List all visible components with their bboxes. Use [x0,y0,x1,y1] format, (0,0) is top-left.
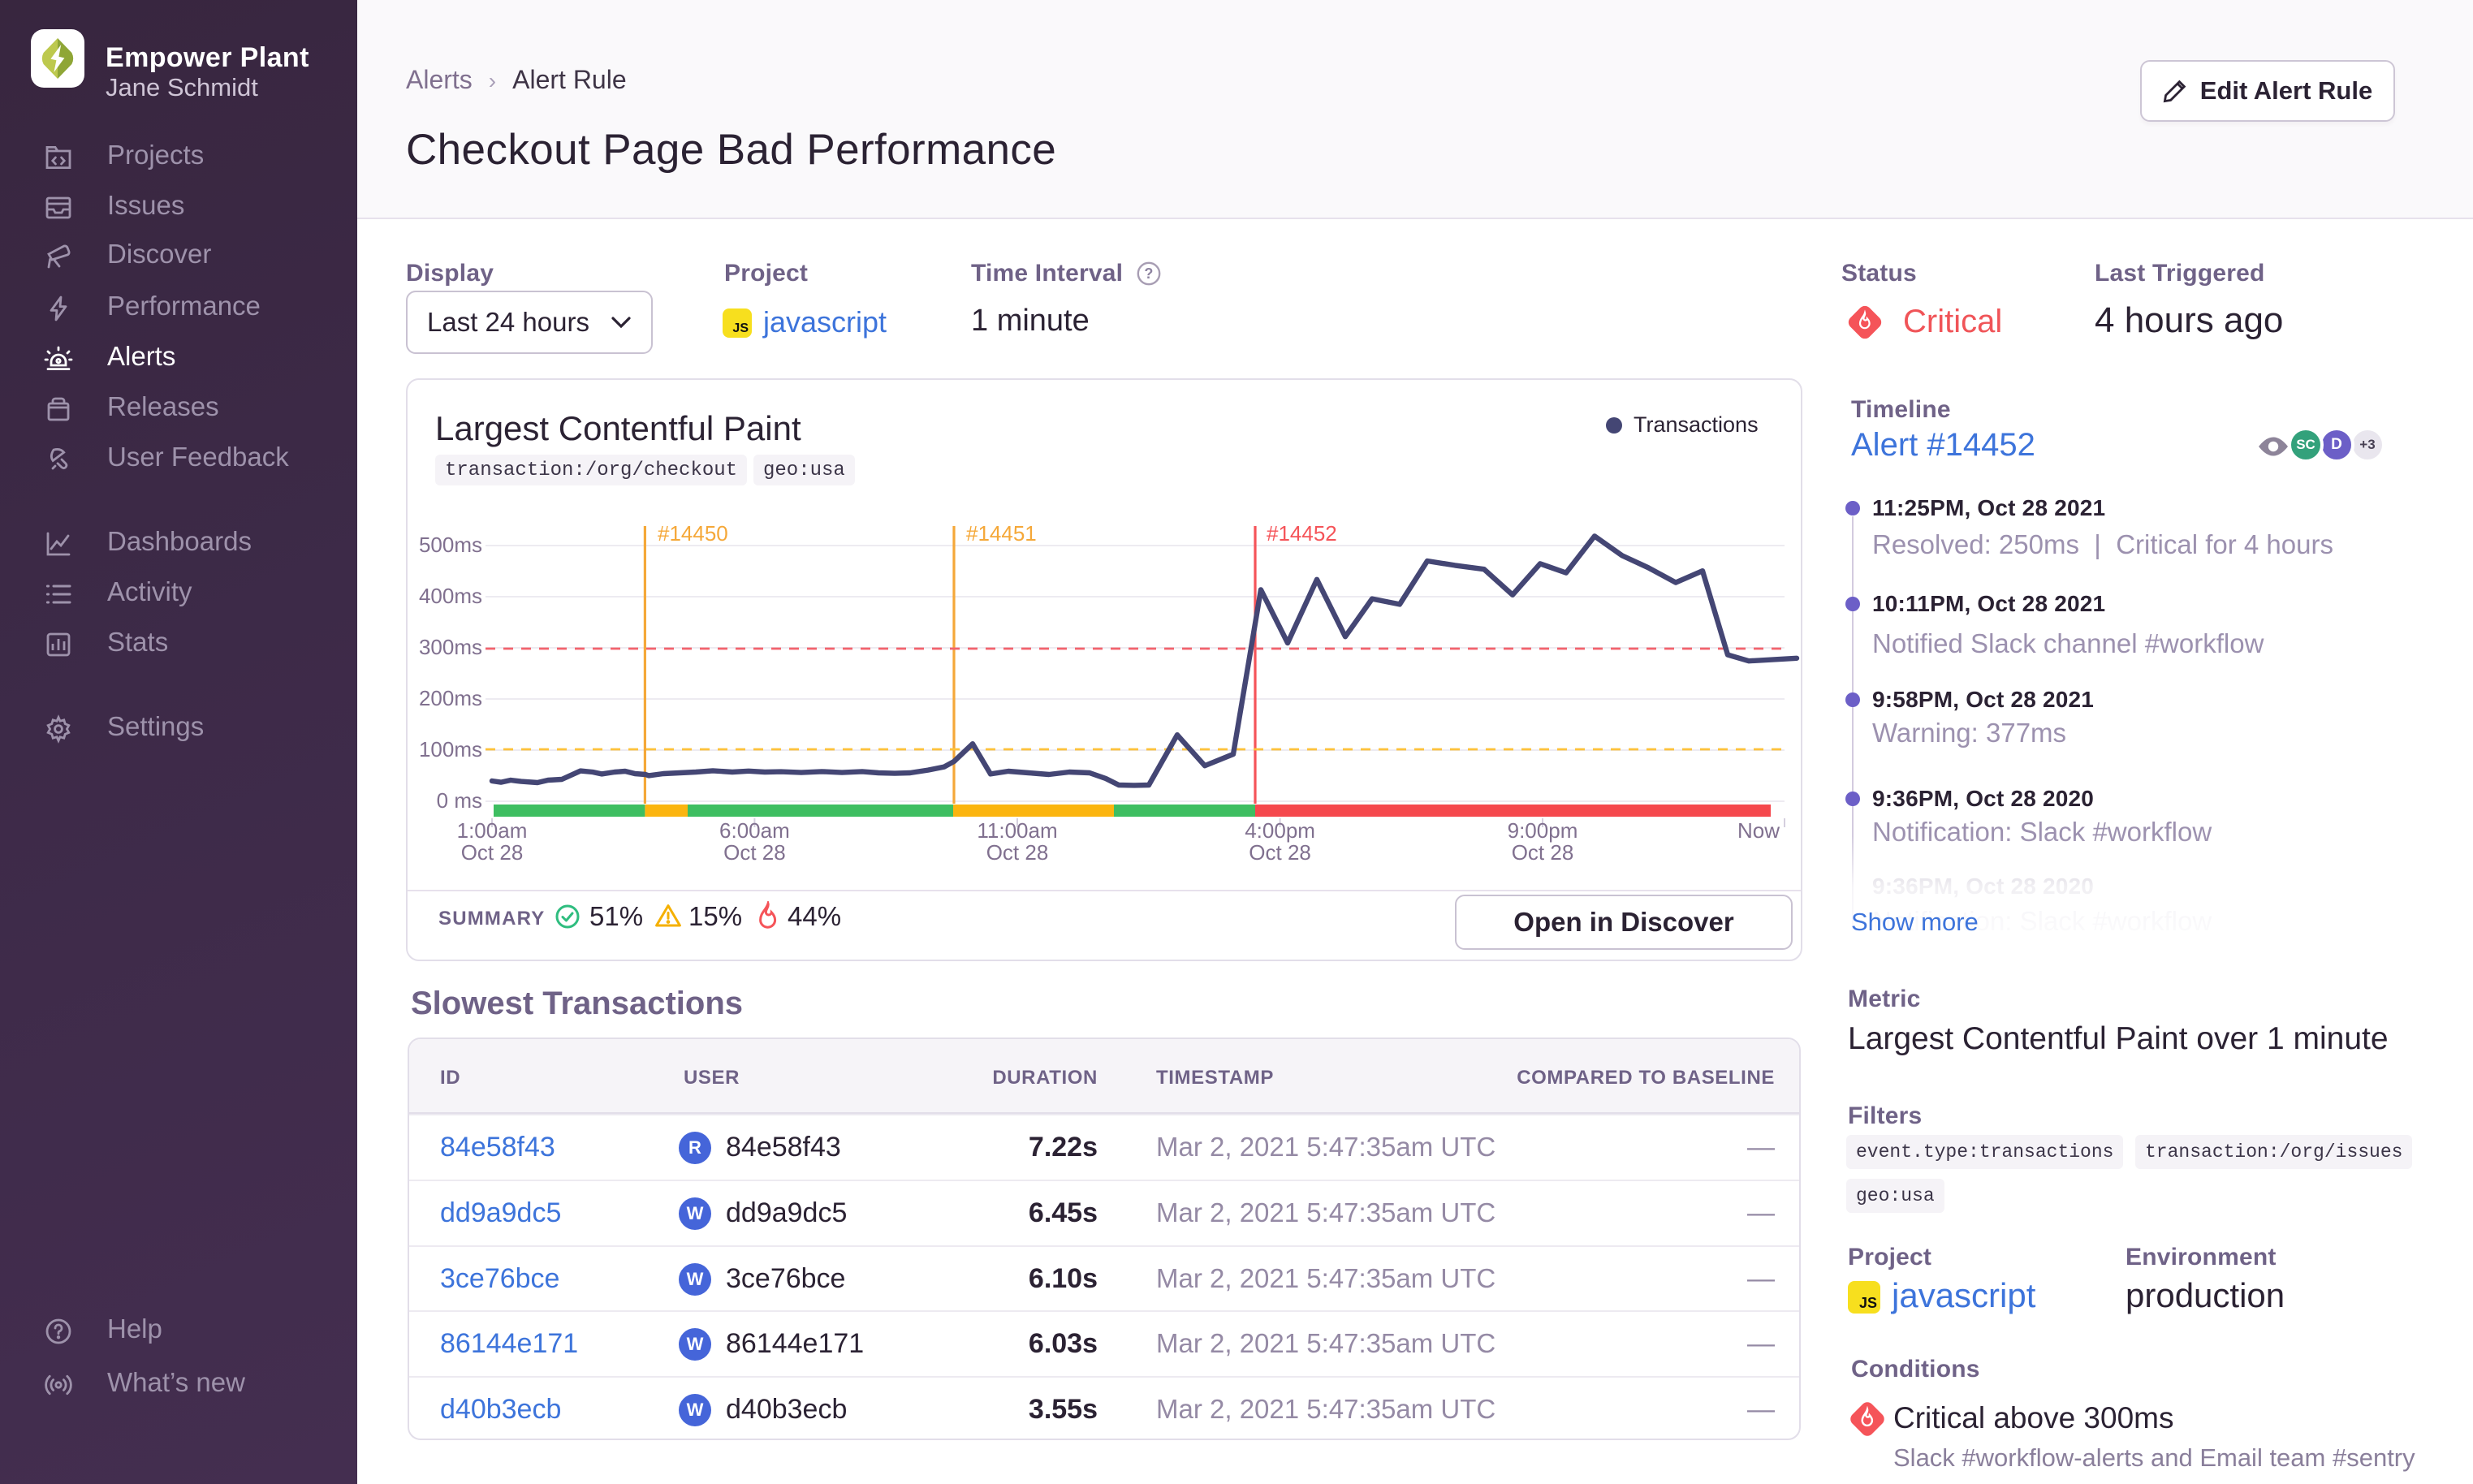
svg-text:?: ? [1144,265,1153,282]
